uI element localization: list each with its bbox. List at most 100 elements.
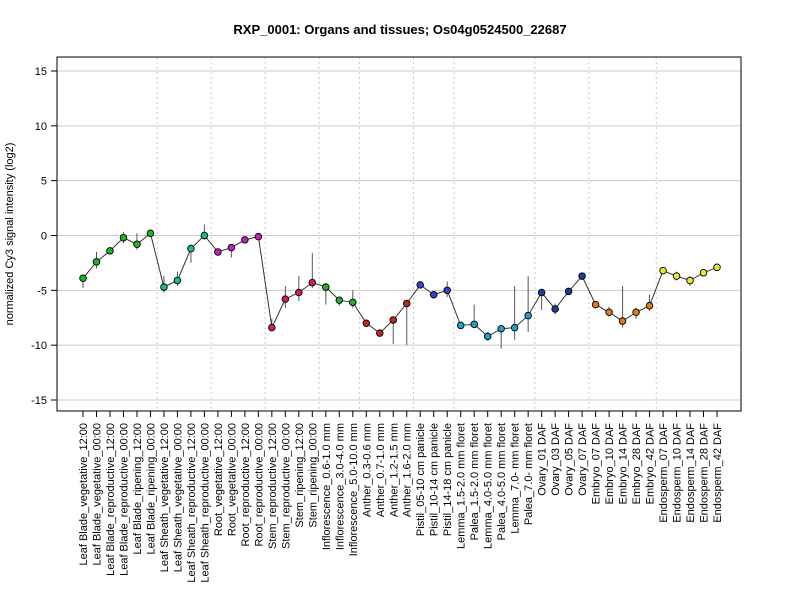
data-point [645,301,654,310]
data-point [241,236,249,244]
group-separators [156,57,657,411]
data-point [268,323,276,332]
grid-layer [57,70,741,401]
x-tick-label: Palea_7.0- mm floret [523,423,535,525]
x-tick-label: Embryo_07 DAF [591,423,603,505]
data-point [510,323,519,332]
x-tick-label: Lemma_4.0-5.0 mm floret [483,423,495,549]
y-tick-label: 15 [35,66,47,78]
x-tick-label: Ovary_01 DAF [537,423,549,496]
data-point [322,283,330,291]
x-tick-label: Leaf Sheath_vegetative_12:00 [159,423,171,572]
data-point [214,248,222,256]
data-point [173,276,182,285]
x-tick-label: Palea_4.0-5.0 mm floret [496,423,508,540]
x-tick-label: Palea_1.5-2.0 mm floret [469,423,481,540]
x-tick-label: Ovary_05 DAF [564,423,576,496]
x-tick-label: Leaf Blade_vegetative_00:00 [91,423,103,566]
data-point [456,321,465,330]
data-point [295,288,303,297]
x-tick-label: Lemma_1.5-2.0 mm floret [456,423,468,549]
data-point [106,247,114,255]
y-tick-label: -15 [31,395,47,407]
data-point [376,329,384,337]
x-tick-label: Embryo_10 DAF [604,423,616,505]
data-point [79,274,87,283]
x-tick-label: Stem_reproductive_12:00 [267,423,279,549]
x-tick-label: Embryo_14 DAF [618,423,630,505]
x-tick-label: Anther_1.6-2.0 mm [402,423,414,517]
x-tick-label: Endosperm_07 DAF [658,423,670,523]
x-tick-label: Inflorescence_0.6-1.0 mm [321,423,333,550]
x-tick-label: Leaf Sheath_reproductive_12:00 [186,423,198,583]
data-point [497,324,505,333]
x-axis: Leaf Blade_vegetative_12:00 Leaf Blade_ve… [78,411,724,583]
data-point [308,278,317,287]
x-tick-label: Root_reproductive_12:00 [240,423,252,547]
data-point [524,311,532,320]
y-tick-label: 10 [35,121,47,133]
data-point [200,231,209,240]
x-tick-label: Endosperm_10 DAF [672,423,684,523]
y-axis: -15 -10 -5 0 5 10 15 [31,66,57,407]
plot-frame [56,56,742,412]
data-point [591,300,600,309]
data-point [362,319,371,327]
data-point [713,263,721,272]
data-point [335,296,344,304]
y-tick-label: -5 [37,285,47,297]
x-tick-label: Leaf Blade_vegetative_12:00 [78,423,90,566]
data-point [227,243,236,252]
data-point [281,295,290,303]
data-point [686,276,694,285]
x-tick-label: Root_reproductive_00:00 [253,423,265,547]
data-point [119,233,128,242]
x-tick-label: Anther_0.3-0.6 mm [361,423,373,517]
data-point [254,232,263,241]
x-tick-label: Leaf Sheath_reproductive_00:00 [199,423,211,583]
data-point [699,269,708,277]
error-bars [82,224,718,349]
x-tick-label: Leaf Blade_ripening_12:00 [132,423,144,555]
data-point [133,240,141,249]
x-tick-label: Leaf Blade_reproductive_12:00 [105,423,117,576]
chart-title: RXP_0001: Organs and tissues; Os04g05245… [233,22,566,37]
data-point [349,298,357,307]
x-tick-label: Embryo_28 DAF [631,423,643,505]
data-point [551,305,559,313]
data-point [564,287,573,296]
x-tick-label: Stem_ripening_12:00 [294,423,306,528]
x-tick-label: Inflorescence_5.0-10.0 mm [348,423,360,556]
x-tick-label: Leaf Blade_reproductive_00:00 [118,423,130,576]
data-point [146,229,155,238]
x-tick-label: Lemma_7.0- mm floret [510,423,522,534]
data-point [618,317,627,325]
y-tick-label: -10 [31,340,47,352]
data-point [429,290,438,299]
data-point [537,288,546,297]
x-tick-label: Stem_ripening_00:00 [307,423,319,528]
x-tick-label: Leaf Blade_ripening_00:00 [145,423,157,555]
x-tick-label: Leaf Sheath_vegetative_00:00 [172,423,184,572]
x-tick-label: Root_vegetative_00:00 [226,423,238,536]
data-point [659,266,667,275]
x-tick-label: Embryo_42 DAF [645,423,657,505]
x-tick-label: Anther_0.7-1.0 mm [375,423,387,517]
data-points [79,229,721,341]
x-tick-label: Endosperm_28 DAF [699,423,711,523]
y-axis-label: normalized Cy3 signal intensity (log2) [4,143,16,326]
y-tick-label: 5 [41,176,47,188]
data-point [389,316,398,324]
data-point [187,244,195,253]
data-point [92,258,101,266]
x-tick-label: Endosperm_14 DAF [685,423,697,523]
data-point [402,299,411,308]
data-point [160,283,168,291]
x-tick-label: Root_vegetative_12:00 [213,423,225,536]
x-tick-label: Inflorescence_3.0-4.0 mm [334,423,346,550]
data-point [443,286,451,295]
x-tick-label: Pistil_14-18 cm panicle [442,423,454,536]
data-point [416,281,424,289]
data-point [672,272,681,280]
